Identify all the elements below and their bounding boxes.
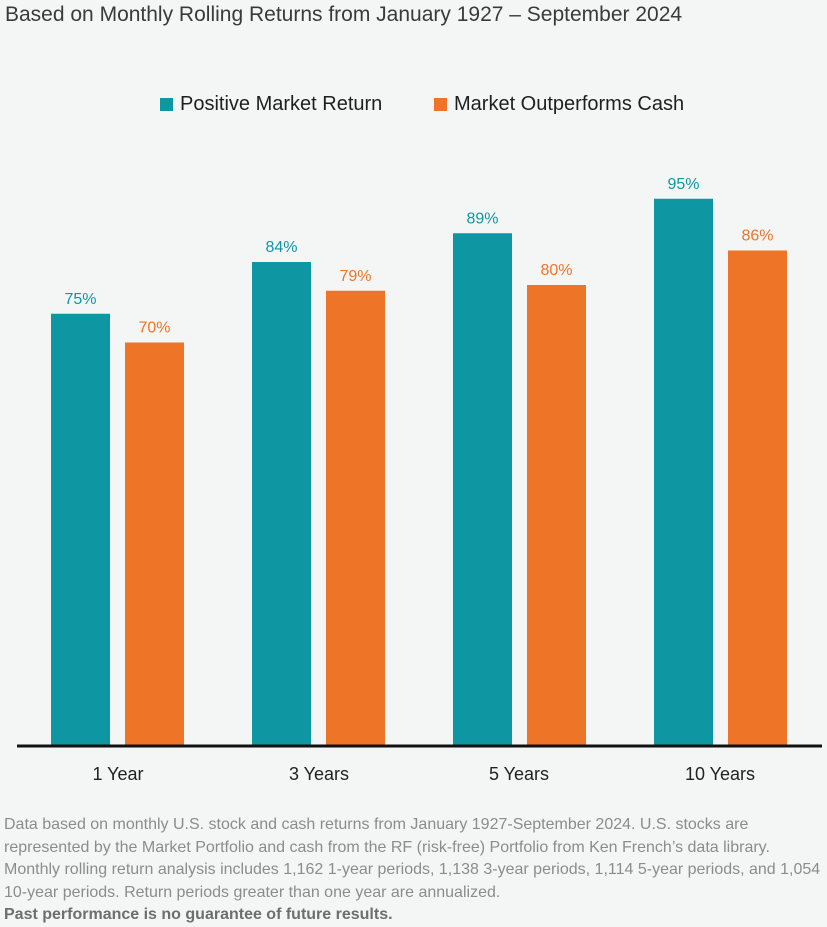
data-label-positive-market-return-3: 95% — [667, 176, 699, 193]
bar-positive-market-return-2 — [453, 233, 512, 745]
data-label-positive-market-return-1: 84% — [265, 239, 297, 256]
data-label-market-outperforms-cash-3: 86% — [741, 228, 773, 245]
data-label-positive-market-return-0: 75% — [64, 291, 96, 308]
bar-market-outperforms-cash-1 — [326, 290, 385, 745]
x-tick-label-2: 5 Years — [489, 764, 549, 784]
bar-positive-market-return-3 — [654, 198, 713, 745]
footnote: Data based on monthly U.S. stock and cas… — [4, 814, 822, 927]
bar-market-outperforms-cash-3 — [728, 250, 787, 745]
legend-label-market-outperforms-cash: Market Outperforms Cash — [454, 93, 685, 115]
x-tick-label-0: 1 Year — [92, 764, 143, 784]
bar-market-outperforms-cash-0 — [125, 342, 184, 745]
data-label-market-outperforms-cash-0: 70% — [138, 320, 170, 337]
chart-subtitle: Based on Monthly Rolling Returns from Ja… — [5, 3, 683, 26]
legend-item-positive-market-return: Positive Market Return — [160, 93, 382, 116]
bar-chart: 75% 70% 1 Year 84% 79% 3 Years 89% 80% 5 Years 95… — [17, 176, 822, 784]
x-tick-label-3: 10 Years — [685, 764, 755, 784]
legend-label-positive-market-return: Positive Market Return — [180, 93, 383, 115]
legend-item-market-outperforms-cash: Market Outperforms Cash — [434, 93, 684, 116]
x-tick-label-1: 3 Years — [289, 764, 349, 784]
bar-positive-market-return-1 — [252, 262, 311, 745]
legend-swatch-positive-market-return — [160, 98, 173, 111]
chart-legend: Positive Market Return Market Outperform… — [0, 93, 827, 119]
bar-positive-market-return-0 — [51, 313, 110, 745]
legend-swatch-market-outperforms-cash — [434, 98, 447, 111]
data-label-positive-market-return-2: 89% — [466, 210, 498, 227]
data-label-market-outperforms-cash-1: 79% — [339, 268, 371, 285]
data-label-market-outperforms-cash-2: 80% — [540, 262, 572, 279]
footnote-text: Data based on monthly U.S. stock and cas… — [4, 816, 821, 901]
footnote-disclaimer: Past performance is no guarantee of futu… — [4, 906, 393, 923]
bar-market-outperforms-cash-2 — [527, 285, 586, 745]
